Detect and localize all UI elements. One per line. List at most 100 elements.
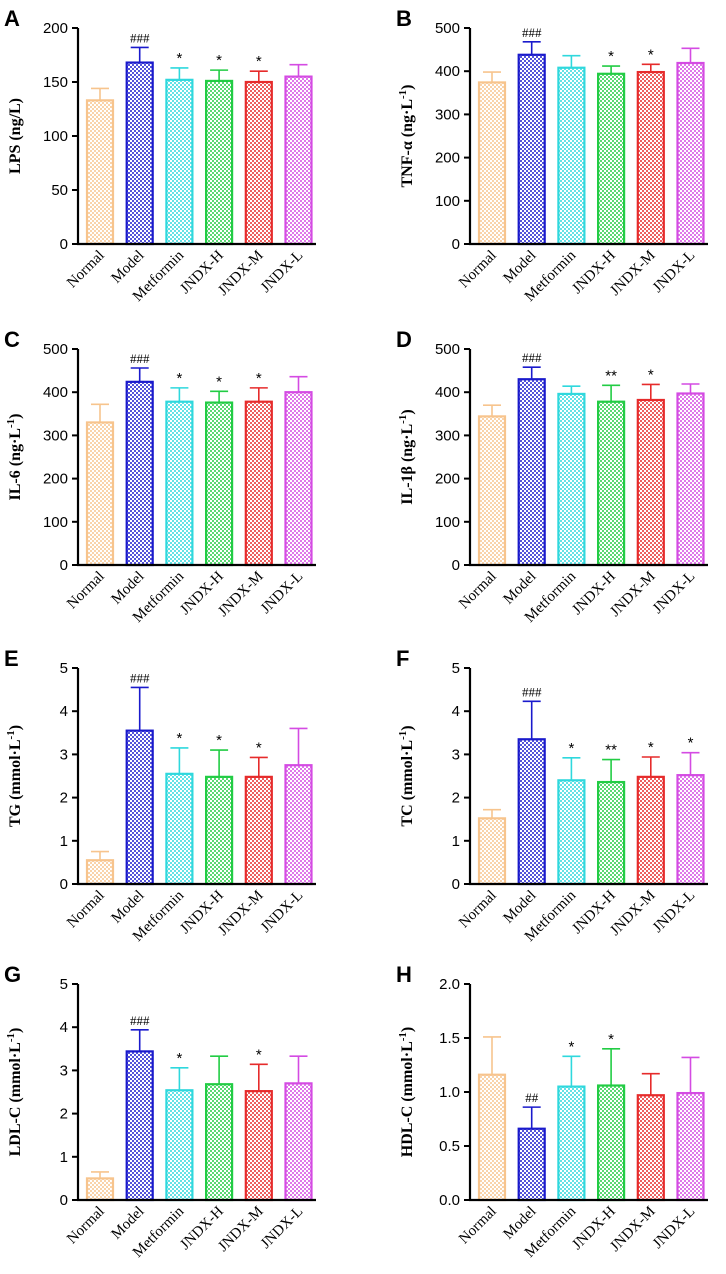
significance-mark: **: [605, 742, 617, 759]
significance-mark: ###: [130, 30, 150, 45]
panel-letter: D: [396, 327, 412, 352]
y-tick-label: 2: [452, 790, 460, 807]
panel-d: DNormal###ModelMetformin**JNDX-H*JNDX-MJ…: [396, 327, 708, 626]
bar-metformin: [165, 1089, 194, 1202]
y-tick-label: 100: [43, 514, 68, 531]
bar-model: [517, 1127, 546, 1202]
significance-mark: ###: [522, 684, 542, 699]
bar-jndx-h: [205, 1083, 234, 1202]
panel-f: FNormal###Model*Metformin**JNDX-H*JNDX-M…: [396, 646, 708, 945]
significance-mark: ###: [522, 350, 542, 365]
y-tick-label: 1.5: [439, 1030, 460, 1047]
significance-mark: *: [256, 370, 262, 387]
category-label: JNDX-L: [650, 569, 698, 617]
y-tick-label: 1: [60, 833, 68, 850]
panel-letter: C: [4, 327, 20, 352]
y-tick-label: 3: [452, 746, 460, 763]
category-label: JNDX-L: [258, 1204, 306, 1252]
category-label: JNDX-L: [258, 248, 306, 296]
bar-normal: [477, 1073, 507, 1202]
panel-letter: A: [4, 6, 20, 31]
y-tick-label: 300: [43, 427, 68, 444]
bar-normal: [477, 415, 507, 567]
bar-jndx-m: [244, 80, 273, 246]
bar-jndx-h: [205, 401, 234, 567]
y-tick-label: 0: [452, 236, 460, 253]
significance-mark: ###: [522, 25, 542, 40]
bar-metformin: [165, 772, 194, 886]
bar-jndx-m: [244, 1090, 273, 1202]
significance-mark: *: [256, 1046, 262, 1063]
bar-model: [517, 378, 546, 567]
y-tick-label: 500: [435, 341, 460, 358]
bar-normal: [85, 859, 115, 886]
y-axis-label: TG (mmol·L-1): [5, 725, 24, 827]
significance-mark: *: [216, 52, 222, 69]
y-tick-label: 500: [435, 20, 460, 37]
significance-mark: *: [568, 1038, 574, 1055]
y-tick-label: 2: [60, 1106, 68, 1123]
y-axis-label: IL-1β (ng·L-1): [397, 409, 416, 504]
category-label: Normal: [64, 1204, 108, 1248]
significance-mark: *: [568, 740, 574, 757]
bar-model: [125, 729, 154, 886]
significance-mark: *: [608, 1031, 614, 1048]
bar-jndx-h: [596, 1084, 626, 1202]
y-tick-label: 5: [60, 660, 68, 677]
category-label: Normal: [64, 569, 108, 613]
bar-normal: [477, 81, 507, 246]
y-tick-label: 3: [60, 746, 68, 763]
bar-jndx-l: [676, 1091, 705, 1202]
panel-b: BNormal###ModelMetformin*JNDX-H*JNDX-MJN…: [396, 6, 708, 305]
y-tick-label: 2.0: [439, 976, 460, 993]
y-axis-label: LPS (ng/L): [7, 98, 24, 174]
bar-model: [125, 380, 154, 567]
panel-letter: B: [396, 6, 412, 31]
y-tick-label: 3: [60, 1062, 68, 1079]
bar-jndx-h: [596, 400, 626, 567]
significance-mark: ###: [130, 351, 150, 366]
y-tick-label: 200: [435, 150, 460, 167]
bar-model: [517, 53, 546, 246]
y-tick-label: 1: [452, 833, 460, 850]
y-tick-label: 50: [51, 182, 68, 199]
bar-metformin: [165, 78, 194, 246]
bar-normal: [85, 1177, 115, 1202]
bar-normal: [85, 421, 115, 567]
y-axis-label: HDL-C (mmol·L-1): [397, 1027, 416, 1158]
y-tick-label: 200: [435, 471, 460, 488]
bar-metformin: [557, 66, 586, 246]
y-tick-label: 0: [60, 876, 68, 893]
bar-jndx-l: [676, 61, 705, 246]
panel-h: HNormal##Model*Metformin*JNDX-HJNDX-MJND…: [396, 962, 708, 1261]
category-label: JNDX-L: [258, 569, 306, 617]
y-tick-label: 100: [435, 514, 460, 531]
y-tick-label: 0: [60, 557, 68, 574]
panel-a: ANormal###Model*Metformin*JNDX-H*JNDX-MJ…: [4, 6, 316, 305]
bar-jndx-h: [205, 79, 234, 246]
category-label: Normal: [456, 1204, 500, 1248]
significance-mark: *: [688, 735, 694, 752]
bar-jndx-l: [284, 75, 313, 246]
category-label: JNDX-L: [650, 248, 698, 296]
significance-mark: ###: [130, 1013, 150, 1028]
y-axis-label: IL-6 (ng·L-1): [5, 414, 24, 501]
y-tick-label: 300: [435, 427, 460, 444]
bar-jndx-m: [636, 398, 665, 567]
y-tick-label: 100: [435, 193, 460, 210]
bar-jndx-m: [244, 775, 273, 886]
y-tick-label: 150: [43, 74, 68, 91]
y-tick-label: 200: [43, 471, 68, 488]
category-label: JNDX-L: [650, 1204, 698, 1252]
y-tick-label: 200: [43, 20, 68, 37]
y-tick-label: 0: [60, 236, 68, 253]
significance-mark: *: [648, 366, 654, 383]
panel-c: CNormal###Model*Metformin*JNDX-H*JNDX-MJ…: [4, 327, 316, 626]
significance-mark: *: [176, 50, 182, 67]
y-axis-label: TNF-α (ng·L-1): [397, 85, 416, 188]
bar-jndx-h: [596, 780, 626, 886]
bar-jndx-m: [636, 1094, 665, 1202]
bar-jndx-l: [676, 774, 705, 886]
y-axis-label: LDL-C (mmol·L-1): [5, 1028, 24, 1157]
